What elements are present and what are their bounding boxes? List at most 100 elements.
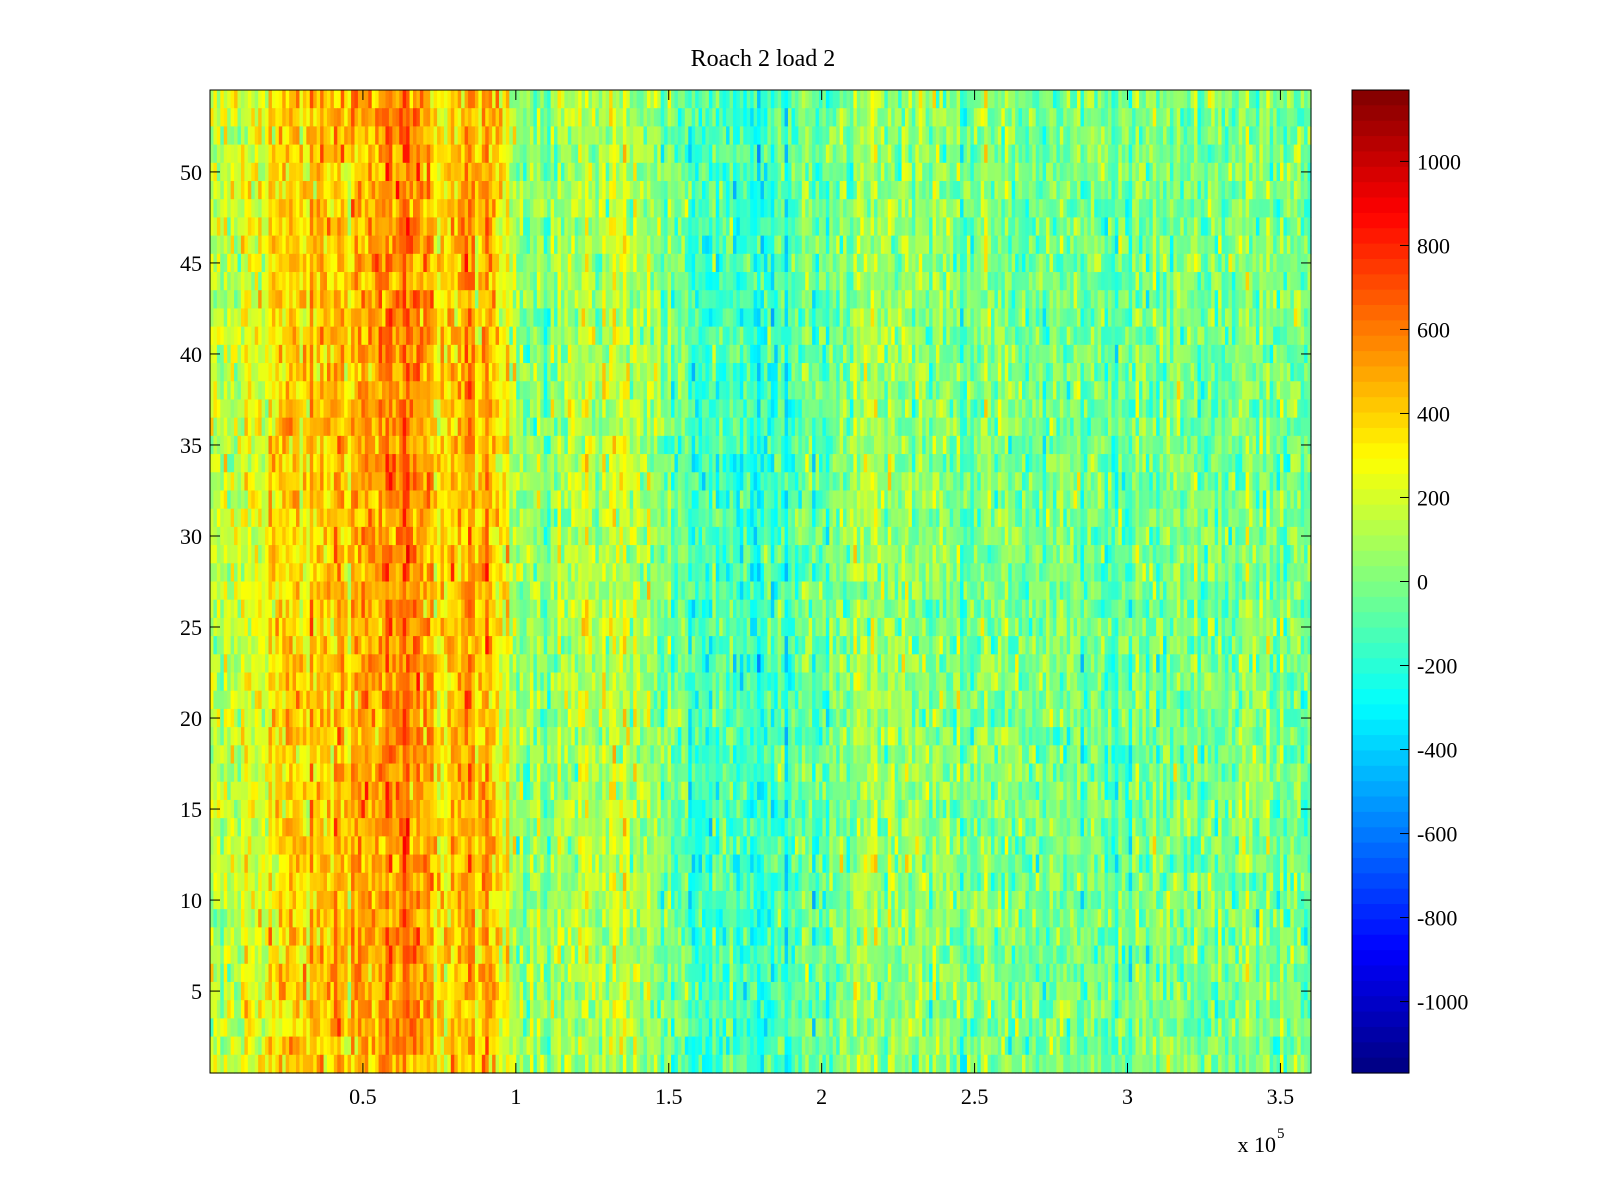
heatmap-cell xyxy=(960,326,965,346)
heatmap-cell xyxy=(588,199,593,219)
heatmap-cell xyxy=(798,162,803,182)
heatmap-cell xyxy=(598,290,603,310)
heatmap-cell xyxy=(905,308,910,328)
heatmap-cell xyxy=(1273,144,1278,164)
heatmap-cell xyxy=(743,181,748,200)
heatmap-cell xyxy=(667,272,672,291)
heatmap-cell xyxy=(227,235,232,255)
heatmap-cell xyxy=(629,272,634,291)
heatmap-cell xyxy=(911,199,916,219)
heatmap-cell xyxy=(526,181,531,200)
heatmap-cell xyxy=(1297,108,1302,127)
heatmap-cell xyxy=(640,90,645,109)
heatmap-cell xyxy=(591,199,596,219)
heatmap-cell xyxy=(898,326,903,346)
heatmap-cell xyxy=(557,363,562,382)
heatmap-cell xyxy=(423,144,428,164)
heatmap-cell xyxy=(849,326,854,346)
heatmap-cell xyxy=(763,126,768,146)
heatmap-cell xyxy=(853,181,858,200)
heatmap-cell xyxy=(254,326,259,346)
heatmap-cell xyxy=(805,326,810,346)
heatmap-cell xyxy=(708,253,713,273)
heatmap-cell xyxy=(526,162,531,182)
heatmap-cell xyxy=(677,217,682,237)
heatmap-cell xyxy=(822,162,827,182)
heatmap-cell xyxy=(1190,326,1195,346)
heatmap-cell xyxy=(712,90,717,109)
heatmap-cell xyxy=(849,217,854,237)
heatmap-cell xyxy=(1138,162,1144,182)
heatmap-cell xyxy=(609,126,614,146)
heatmap-cell xyxy=(543,290,548,310)
heatmap-cell xyxy=(905,144,910,164)
heatmap-cell xyxy=(984,90,989,109)
heatmap-cell xyxy=(320,144,325,164)
heatmap-cell xyxy=(715,235,720,255)
heatmap-cell xyxy=(481,253,486,273)
heatmap-cell xyxy=(320,217,325,237)
heatmap-cell xyxy=(636,90,641,109)
heatmap-cell xyxy=(619,217,624,237)
heatmap-cell xyxy=(443,326,448,346)
heatmap-cell xyxy=(1059,217,1064,237)
heatmap-cell xyxy=(247,144,252,164)
heatmap-cell xyxy=(757,181,762,200)
heatmap-cell xyxy=(230,308,235,328)
heatmap-cell xyxy=(430,199,435,219)
heatmap-cell xyxy=(512,181,517,200)
heatmap-cell xyxy=(430,272,435,291)
heatmap-cell xyxy=(371,217,376,237)
heatmap-cell xyxy=(887,290,892,310)
heatmap-cell xyxy=(1097,126,1102,146)
heatmap-cell xyxy=(1273,308,1278,328)
heatmap-cell xyxy=(443,272,448,291)
heatmap-cell xyxy=(1118,90,1123,109)
heatmap-cell xyxy=(736,181,741,200)
heatmap-cell xyxy=(1083,272,1088,291)
heatmap-cell xyxy=(702,290,707,310)
heatmap-cell xyxy=(1077,290,1082,310)
heatmap-cell xyxy=(595,272,600,291)
heatmap-cell xyxy=(674,235,679,255)
heatmap-cell xyxy=(1101,290,1106,310)
heatmap-cell xyxy=(757,199,762,219)
heatmap-cell xyxy=(1135,326,1140,346)
heatmap-cell xyxy=(247,253,252,273)
heatmap-cell xyxy=(216,235,221,255)
heatmap-cell xyxy=(609,162,614,182)
heatmap-cell xyxy=(1169,308,1174,328)
heatmap-cell xyxy=(664,363,669,382)
heatmap-cell xyxy=(361,126,366,146)
heatmap-cell xyxy=(1187,90,1192,109)
heatmap-cell xyxy=(822,326,827,346)
heatmap-cell xyxy=(557,235,562,255)
heatmap-cell xyxy=(715,253,720,273)
heatmap-cell xyxy=(781,217,786,237)
heatmap-cell xyxy=(333,108,338,127)
heatmap-cell xyxy=(1214,272,1219,291)
heatmap-cell xyxy=(825,108,830,127)
heatmap-cell xyxy=(433,181,438,200)
heatmap-cell xyxy=(763,144,768,164)
heatmap-cell xyxy=(1221,90,1226,109)
heatmap-cell xyxy=(949,181,954,200)
heatmap-cell xyxy=(956,290,961,310)
heatmap-cell xyxy=(905,344,910,364)
heatmap-cell xyxy=(1283,90,1288,109)
heatmap-cell xyxy=(671,144,676,164)
heatmap-cell xyxy=(643,90,648,109)
heatmap-cell xyxy=(643,326,648,346)
heatmap-cell xyxy=(946,108,951,127)
heatmap-cell xyxy=(313,126,318,146)
heatmap-cell xyxy=(750,126,755,146)
heatmap-cell xyxy=(622,144,627,164)
heatmap-cell xyxy=(351,326,356,346)
heatmap-cell xyxy=(660,126,665,146)
heatmap-cell xyxy=(333,344,338,364)
heatmap-cell xyxy=(457,363,462,382)
heatmap-cell xyxy=(1297,344,1302,364)
heatmap-cell xyxy=(464,290,469,310)
heatmap-cell xyxy=(361,363,366,382)
heatmap-cell xyxy=(839,235,844,255)
